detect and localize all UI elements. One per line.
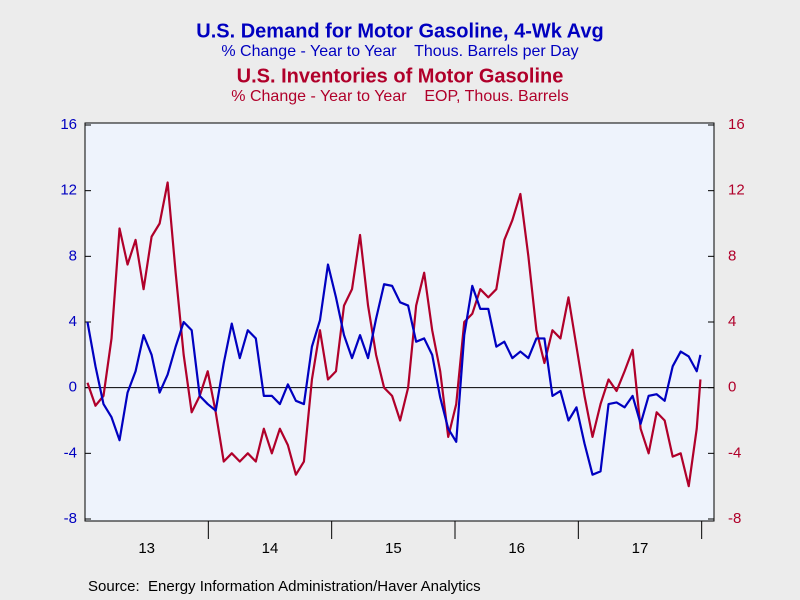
x-tick-label: 17: [632, 540, 649, 557]
chart-subtitle-2: % Change - Year to Year EOP, Thous. Barr…: [231, 88, 568, 105]
series-line: [86, 263, 702, 476]
plot-area: [84, 122, 715, 522]
y-tick-label: 16: [60, 116, 77, 133]
y2-tick-label: -4: [728, 444, 741, 461]
chart-title: U.S. Demand for Motor Gasoline, 4-Wk Avg: [196, 20, 603, 42]
y2-tick-label: 8: [728, 247, 736, 264]
y2-tick-label: 0: [728, 379, 736, 396]
y2-tick-label: 4: [728, 313, 736, 330]
chart-subtitle: % Change - Year to Year Thous. Barrels p…: [221, 43, 578, 60]
x-tick-label: 16: [508, 540, 525, 557]
y2-tick-label: 16: [728, 116, 745, 133]
x-tick-label: 14: [262, 540, 279, 557]
y-tick-label: -4: [64, 444, 77, 461]
chart-title-2: U.S. Inventories of Motor Gasoline: [237, 65, 564, 87]
y-tick-label: -8: [64, 510, 77, 527]
y-tick-label: 12: [60, 182, 77, 199]
y-tick-label: 8: [69, 247, 77, 264]
y-tick-label: 4: [69, 313, 77, 330]
source-note: Source: Energy Information Administratio…: [88, 578, 481, 595]
y2-tick-label: 12: [728, 182, 745, 199]
y2-tick-label: -8: [728, 510, 741, 527]
x-tick-label: 15: [385, 540, 402, 557]
y-tick-label: 0: [69, 379, 77, 396]
x-tick-label: 13: [138, 540, 155, 557]
series-line: [86, 181, 702, 488]
